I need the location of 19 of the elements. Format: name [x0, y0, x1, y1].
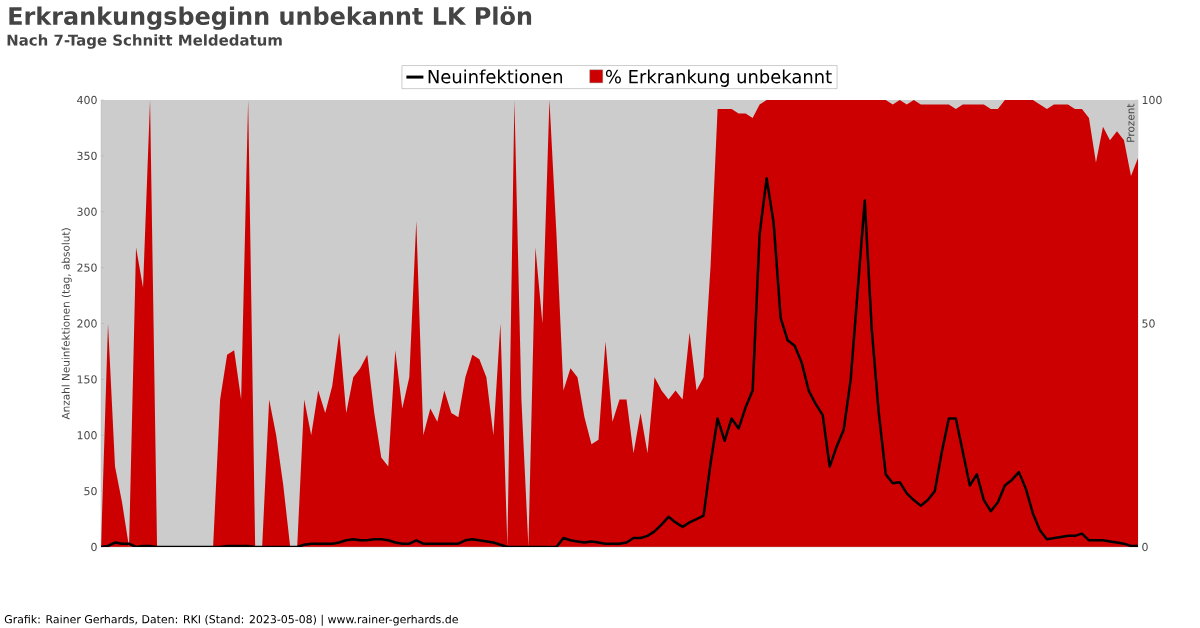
- y-tick-label: 0: [91, 542, 97, 552]
- y-tick-label: 250: [77, 263, 97, 272]
- chart-title: Erkrankungsbeginn unbekannt LK Plön: [9, 6, 532, 30]
- y2-axis-title: Prozent: [1126, 103, 1135, 142]
- y2-tick-label: 100: [1142, 95, 1162, 105]
- legend-label: Neuinfektionen: [428, 69, 563, 84]
- y2-tick-label: 0: [1142, 542, 1148, 552]
- y-tick-label: 300: [77, 207, 97, 216]
- y-tick-label: 350: [77, 151, 97, 161]
- chart-subtitle: Nach 7-Tage Schnitt Meldedatum: [7, 34, 282, 49]
- y2-tick-label: 50: [1142, 319, 1155, 328]
- y-tick-label: 400: [77, 95, 97, 105]
- y-axis-title: Anzahl Neuinfektionen (tag, absolut): [61, 228, 72, 420]
- text: Grafik: Rainer Gerhards, Daten: RKI (Stand: 2023-05-08) | www.rainer-gerhards.de: [4, 614, 458, 626]
- y-tick-label: 50: [84, 486, 97, 496]
- y-tick-label: 100: [77, 431, 97, 440]
- series-label: % Erkrankung unbekannt: [605, 69, 832, 87]
- y-tick-label: 150: [77, 375, 97, 384]
- y-tick-label: 200: [77, 319, 97, 328]
